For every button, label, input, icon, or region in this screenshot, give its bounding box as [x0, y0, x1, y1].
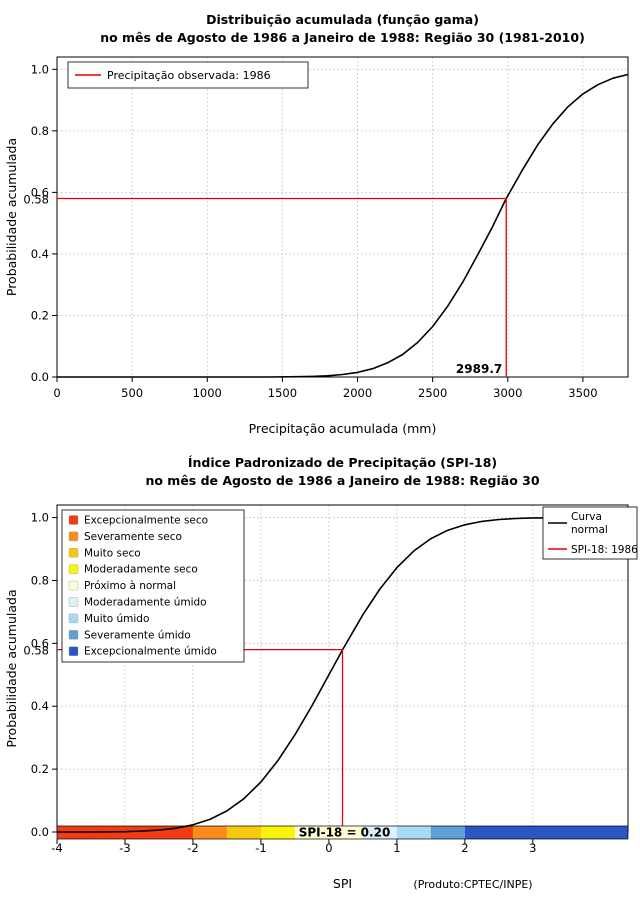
chart-subtitle: no mês de Agosto de 1986 a Janeiro de 19…	[145, 473, 539, 488]
x-tick-label: -3	[119, 841, 130, 855]
legend-label: Excepcionalmente seco	[84, 515, 208, 527]
legend-label: Moderadamente seco	[84, 564, 198, 576]
y-tick-label: 0.4	[31, 247, 49, 261]
y-tick-label: 1.0	[31, 62, 49, 76]
marker-value-label: SPI-18 = 0.20	[299, 826, 391, 840]
x-tick-label: 1	[393, 841, 400, 855]
marker-lines	[57, 197, 507, 377]
y-tick-label: 0.0	[31, 370, 49, 384]
x-axis-title: Precipitação acumulada (mm)	[249, 421, 437, 436]
legend-box	[61, 509, 245, 663]
legend-label: Severamente seco	[84, 531, 182, 543]
plot-border	[56, 56, 629, 378]
chart-title: Distribuição acumulada (função gama)	[206, 12, 479, 27]
cdf-curve	[57, 517, 628, 833]
y-tick-label: 0.4	[31, 699, 49, 713]
y-tick-label: 0.8	[31, 573, 49, 587]
marker-value-label: 2989.7	[456, 362, 502, 376]
y-tick-label: 0.6	[31, 636, 49, 650]
legend-label: SPI-18: 1986	[571, 544, 638, 556]
marker-probability-label: 0.58	[23, 644, 49, 658]
x-tick-label: 3	[529, 841, 536, 855]
x-tick-label: 3500	[568, 386, 597, 400]
axis-ticks	[52, 517, 534, 844]
legend-swatch	[68, 646, 79, 656]
y-tick-label: 1.0	[31, 511, 49, 525]
spi-colorbar	[56, 825, 629, 840]
x-tick-label: 2000	[343, 386, 372, 400]
legend-label: Excepcionalmente úmido	[84, 646, 217, 658]
line-legend: Precipitação observada: 1986	[67, 61, 309, 89]
product-annotation: (Produto:CPTEC/INPE)	[413, 878, 532, 891]
colorbar-segment	[430, 826, 465, 839]
y-axis-title: Probabilidade acumulada	[4, 589, 19, 747]
legend-swatch	[68, 548, 79, 558]
legend-label: Próximo à normal	[84, 580, 176, 592]
y-tick-label: 0.6	[31, 185, 49, 199]
legend-label: Precipitação observada: 1986	[107, 69, 271, 82]
colorbar-segment	[362, 826, 397, 839]
chart-subtitle: no mês de Agosto de 1986 a Janeiro de 19…	[100, 30, 585, 45]
gamma-cdf-chart: Distribuição acumulada (função gama) no m…	[4, 12, 629, 436]
spi-category-legend: Excepcionalmente seco Severamente seco Mui…	[61, 509, 245, 663]
legend-swatch	[68, 580, 79, 591]
cdf-curve	[57, 73, 629, 378]
legend-label: Moderadamente úmido	[84, 597, 207, 609]
y-tick-label: 0.2	[31, 308, 49, 322]
chart-title: Índice Padronizado de Precipitação (SPI-…	[188, 455, 497, 470]
gamma-cdf-figure: Distribuição acumulada (função gama) Dis…	[4, 12, 629, 436]
x-tick-label: -1	[255, 841, 266, 855]
legend-label: normal	[571, 524, 608, 536]
legend-box	[542, 506, 638, 560]
legend-swatch	[68, 630, 79, 640]
legend-label: Curva	[571, 511, 602, 523]
legend-swatch	[68, 597, 79, 607]
x-axis-title: SPI	[333, 876, 352, 891]
y-axis-title: Probabilidade acumulada	[4, 138, 19, 296]
x-tick-label: 0	[53, 386, 60, 400]
x-tick-label: 1500	[268, 386, 297, 400]
colorbar-segment	[226, 826, 261, 839]
spi-chart: Índice Padronizado de Precipitação (SPI-…	[0, 452, 640, 900]
marker-probability-label: 0.58	[23, 193, 49, 207]
axis-ticks	[52, 68, 584, 382]
legend-label: Muito úmido	[84, 613, 149, 625]
x-tick-label: 2	[461, 841, 468, 855]
colorbar-segment	[464, 826, 628, 839]
y-tick-label: 0.8	[31, 124, 49, 138]
colorbar-segment	[396, 826, 431, 839]
x-tick-label: 3000	[493, 386, 522, 400]
spi-figure: Índice Padronizado de Precipitação (SPI-…	[0, 452, 640, 900]
legend-swatch	[68, 531, 79, 542]
x-tick-label: 2500	[418, 386, 447, 400]
y-tick-label: 0.2	[31, 762, 49, 776]
legend-swatch	[68, 515, 79, 525]
colorbar-segment	[294, 826, 363, 839]
colorbar-segment	[260, 826, 295, 839]
x-tick-label: 500	[121, 386, 143, 400]
legend-box	[67, 61, 309, 89]
x-tick-label: -4	[51, 841, 62, 855]
y-tick-label: 0.0	[31, 825, 49, 839]
colorbar-segment	[192, 826, 227, 839]
x-tick-label: 0	[325, 841, 332, 855]
legend-swatch	[68, 564, 79, 574]
x-tick-label: -2	[187, 841, 198, 855]
legend-label: Muito seco	[84, 547, 141, 559]
legend-label: Severamente úmido	[84, 629, 191, 641]
legend-swatch	[68, 613, 79, 624]
x-tick-label: 1000	[193, 386, 222, 400]
